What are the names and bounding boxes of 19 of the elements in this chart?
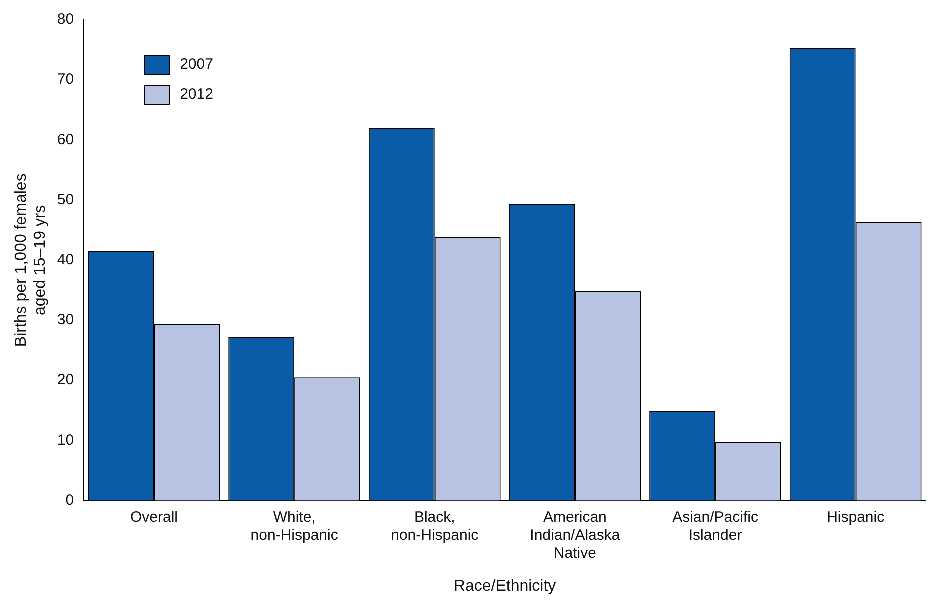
y-tick-label: 80: [57, 11, 74, 28]
legend-label: 2007: [180, 56, 214, 74]
y-tick-label: 60: [57, 131, 74, 148]
x-tick-label: Hispanic: [827, 508, 886, 526]
x-tick-label: Asian/Pacific Islander: [672, 508, 759, 544]
y-tick-label: 20: [57, 372, 74, 389]
x-tick-label: Overall: [130, 508, 178, 526]
x-tick-label: White, non-Hispanic: [250, 508, 339, 544]
x-tick-label: American Indian/Alaska Native: [530, 508, 621, 562]
x-axis-title: Race/Ethnicity: [454, 578, 556, 595]
y-tick-label: 50: [57, 191, 74, 208]
legend-label: 2012: [180, 86, 214, 104]
y-tick-label: 70: [57, 71, 74, 88]
y-tick-label: 10: [57, 432, 74, 449]
y-tick-label: 30: [57, 312, 74, 329]
y-tick-label: 40: [57, 252, 74, 269]
y-tick-label: 0: [66, 492, 74, 509]
x-tick-label: Black, non-Hispanic: [391, 508, 480, 544]
y-axis-title: Births per 1,000 females aged 15–19 yrs: [13, 174, 50, 348]
